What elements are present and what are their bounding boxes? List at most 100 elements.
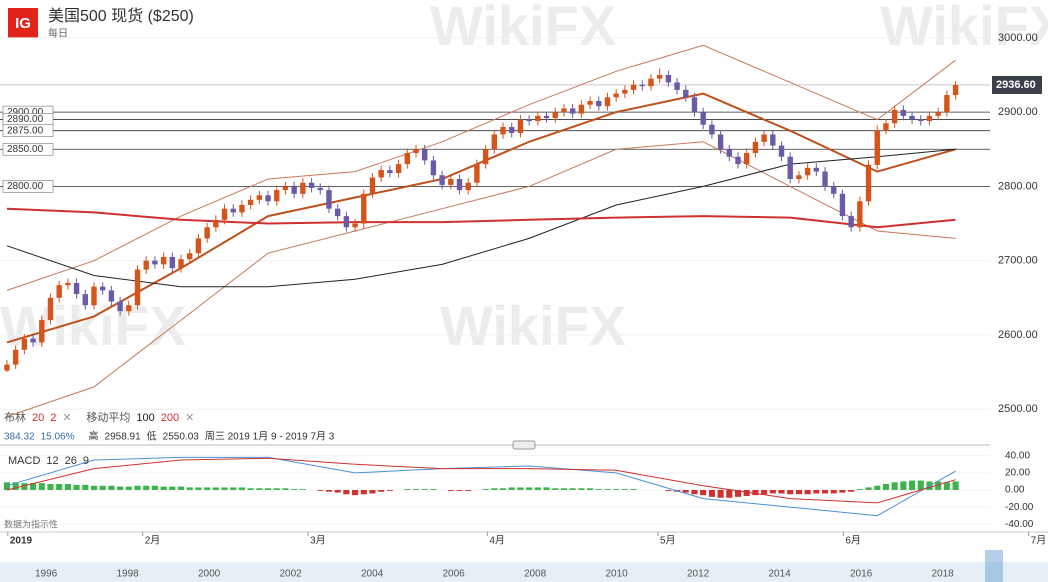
watermark: WikiFX xyxy=(430,0,616,57)
x-tick-label: 3月 xyxy=(310,535,326,547)
candle-body xyxy=(256,195,263,200)
histogram-bar xyxy=(56,484,63,490)
x-tick-label: 4月 xyxy=(489,535,505,547)
candle-body xyxy=(683,89,689,98)
histogram-bar xyxy=(90,485,98,490)
candle-body xyxy=(744,152,750,165)
histogram-bar xyxy=(204,487,211,490)
candle-body xyxy=(30,338,36,343)
histogram-bar xyxy=(752,490,759,496)
y-tick-label: 2900.00 xyxy=(998,106,1038,118)
histogram-bar xyxy=(569,488,576,490)
navigator-year: 2016 xyxy=(850,569,873,580)
macd-param: 9 xyxy=(83,455,89,467)
histogram-bar xyxy=(404,489,411,490)
logo-box xyxy=(8,8,38,38)
candle-body xyxy=(543,115,550,119)
navigator-window[interactable] xyxy=(985,550,1003,582)
histogram-bar xyxy=(560,488,567,490)
histogram-bar xyxy=(64,484,71,490)
histogram-bar xyxy=(430,489,437,490)
histogram-bar xyxy=(291,489,298,490)
candle-body xyxy=(152,260,158,265)
candle-body xyxy=(47,297,54,321)
candle-body xyxy=(526,119,532,122)
candle-body xyxy=(822,171,828,187)
candle-body xyxy=(108,290,115,302)
histogram-bar xyxy=(578,488,585,490)
stat-text: 周三 2019 1月 9 - 2019 7月 3 xyxy=(205,431,335,443)
histogram-bar xyxy=(882,484,890,490)
histogram-bar xyxy=(543,487,550,490)
candle-body xyxy=(648,78,654,87)
indicator-line xyxy=(6,141,956,418)
histogram-bar xyxy=(856,489,863,490)
candle-body xyxy=(422,149,428,161)
candle-body xyxy=(369,177,376,194)
histogram-bar xyxy=(821,490,829,494)
histogram-bar xyxy=(38,483,45,490)
candle-body xyxy=(944,95,950,113)
candle-body xyxy=(535,115,541,122)
stat-text: 2958.91 xyxy=(105,432,142,443)
histogram-bar xyxy=(447,490,454,491)
x-tick-label: 5月 xyxy=(660,535,676,547)
candle-body xyxy=(700,112,706,125)
histogram-bar xyxy=(352,490,359,496)
candle-body xyxy=(404,152,410,165)
candle-body xyxy=(918,119,924,122)
histogram-bar xyxy=(682,490,689,493)
histogram-bar xyxy=(299,489,306,490)
candle-body xyxy=(73,282,80,295)
histogram-bar xyxy=(839,490,846,493)
histogram-bar xyxy=(125,486,132,490)
candle-body xyxy=(12,349,19,365)
histogram-bar xyxy=(848,490,855,492)
legend-text: 移动平均 xyxy=(86,411,130,424)
histogram-bar xyxy=(874,485,881,490)
candle-body xyxy=(813,167,820,172)
candle-body xyxy=(352,223,358,228)
level-label: 2900.00 xyxy=(7,107,44,118)
y-tick-label: 2700.00 xyxy=(998,255,1038,267)
candle-body xyxy=(500,126,506,135)
histogram-bar xyxy=(369,490,376,494)
candle-body xyxy=(387,170,393,174)
indicator-line xyxy=(6,457,956,504)
candle-body xyxy=(247,199,254,205)
macd-param: 26 xyxy=(65,455,77,467)
candle-body xyxy=(65,282,71,286)
histogram-bar xyxy=(230,487,237,490)
candle-body xyxy=(413,149,419,153)
candle-body xyxy=(587,101,593,105)
histogram-bar xyxy=(830,490,837,494)
indicator-line xyxy=(6,456,956,517)
histogram-bar xyxy=(900,481,907,490)
histogram-bar xyxy=(743,490,750,496)
histogram-bar xyxy=(186,487,193,490)
y-tick-label: 2500.00 xyxy=(998,403,1038,415)
histogram-bar xyxy=(517,487,524,490)
candle-body xyxy=(787,156,793,179)
candle-body xyxy=(160,256,167,265)
navigator-year: 2012 xyxy=(687,569,710,580)
resize-handle[interactable] xyxy=(512,440,536,450)
x-tick-label: 7月 xyxy=(1031,535,1047,547)
y-tick-label: 20.00 xyxy=(1005,467,1030,478)
candle-body xyxy=(874,129,880,165)
histogram-bar xyxy=(378,490,385,492)
histogram-bar xyxy=(595,489,602,490)
level-label-box xyxy=(2,124,54,138)
histogram-bar xyxy=(386,490,393,491)
navigator[interactable] xyxy=(0,562,1048,582)
candle-body xyxy=(230,208,236,213)
candle-body xyxy=(552,112,558,119)
histogram-bar xyxy=(613,489,620,490)
candle-body xyxy=(509,126,515,133)
histogram-bar xyxy=(526,487,533,490)
candle-body xyxy=(39,320,45,343)
histogram-bar xyxy=(360,490,367,495)
x-tick-label: 6月 xyxy=(845,535,861,547)
y-tick-label: 2600.00 xyxy=(998,329,1038,341)
